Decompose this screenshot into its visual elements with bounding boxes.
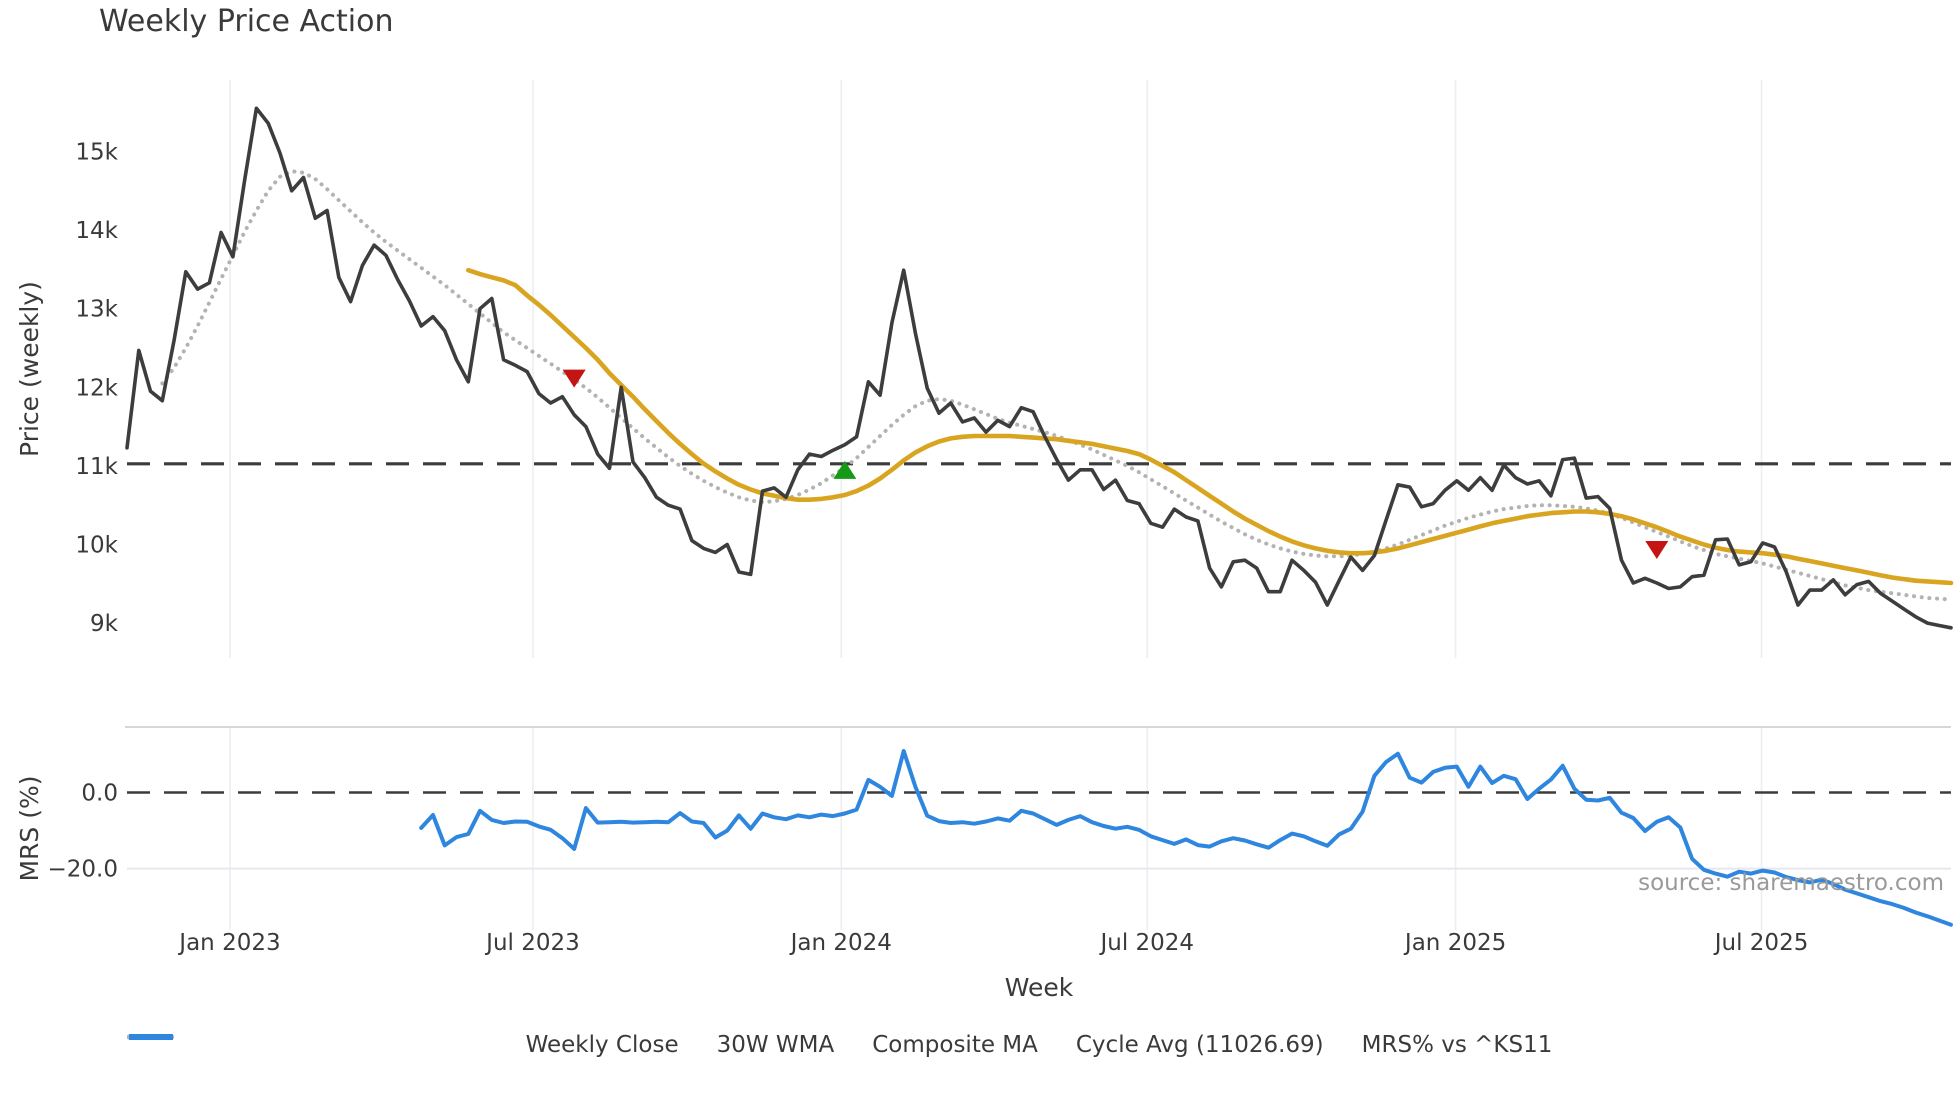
wma-line [465,267,1954,586]
legend-label: MRS% vs ^KS11 [1361,1032,1553,1058]
price-ytick-label: 13k [75,297,118,323]
weekly-close-line [125,106,1953,630]
price-ytick-label: 11k [75,454,118,480]
composite-ma-line [160,169,1953,602]
legend-label: Composite MA [872,1032,1038,1058]
price-axis-title: Price (weekly) [15,281,44,457]
price-ytick-label: 9k [90,611,119,637]
price-ytick-label: 14k [75,218,118,244]
x-axis-title: Week [1005,973,1074,1002]
x-tick-label: Jul 2025 [1713,930,1809,956]
chart-title: Weekly Price Action [99,4,394,39]
x-tick-label: Jan 2024 [789,930,892,956]
mrs-ytick-label: 0.0 [81,781,118,807]
legend-item-4: MRS% vs ^KS11 [129,1032,1553,1058]
mrs-line [419,749,1953,927]
legend-label: 30W WMA [716,1032,835,1058]
price-ytick-label: 15k [75,140,118,166]
sell-signal [1645,541,1669,560]
legend-item-1: 30W WMA [129,1032,835,1058]
legend-swatch-icon [129,1034,173,1040]
mrs-ytick-label: −20.0 [48,857,118,883]
legend-item-3: Cycle Avg (11026.69) [129,1032,1324,1058]
sell-signal [562,369,586,388]
legend-label: Cycle Avg (11026.69) [1075,1032,1324,1058]
source-credit: source: sharemaestro.com [1638,870,1944,896]
legend-item-0: Weekly Close [129,1032,679,1058]
x-tick-label: Jan 2025 [1403,930,1506,956]
legend-label: Weekly Close [525,1032,679,1058]
legend: Weekly Close 30W WMA Composite MA Cycle … [127,1032,1951,1058]
price-ytick-label: 10k [75,533,118,559]
mrs-axis-title: MRS (%) [15,775,44,881]
buy-signal [833,460,857,479]
x-tick-label: Jul 2023 [484,930,580,956]
price-ytick-label: 12k [75,375,118,401]
x-tick-label: Jan 2023 [177,930,280,956]
x-tick-label: Jul 2024 [1098,930,1194,956]
legend-item-2: Composite MA [127,1032,1038,1058]
